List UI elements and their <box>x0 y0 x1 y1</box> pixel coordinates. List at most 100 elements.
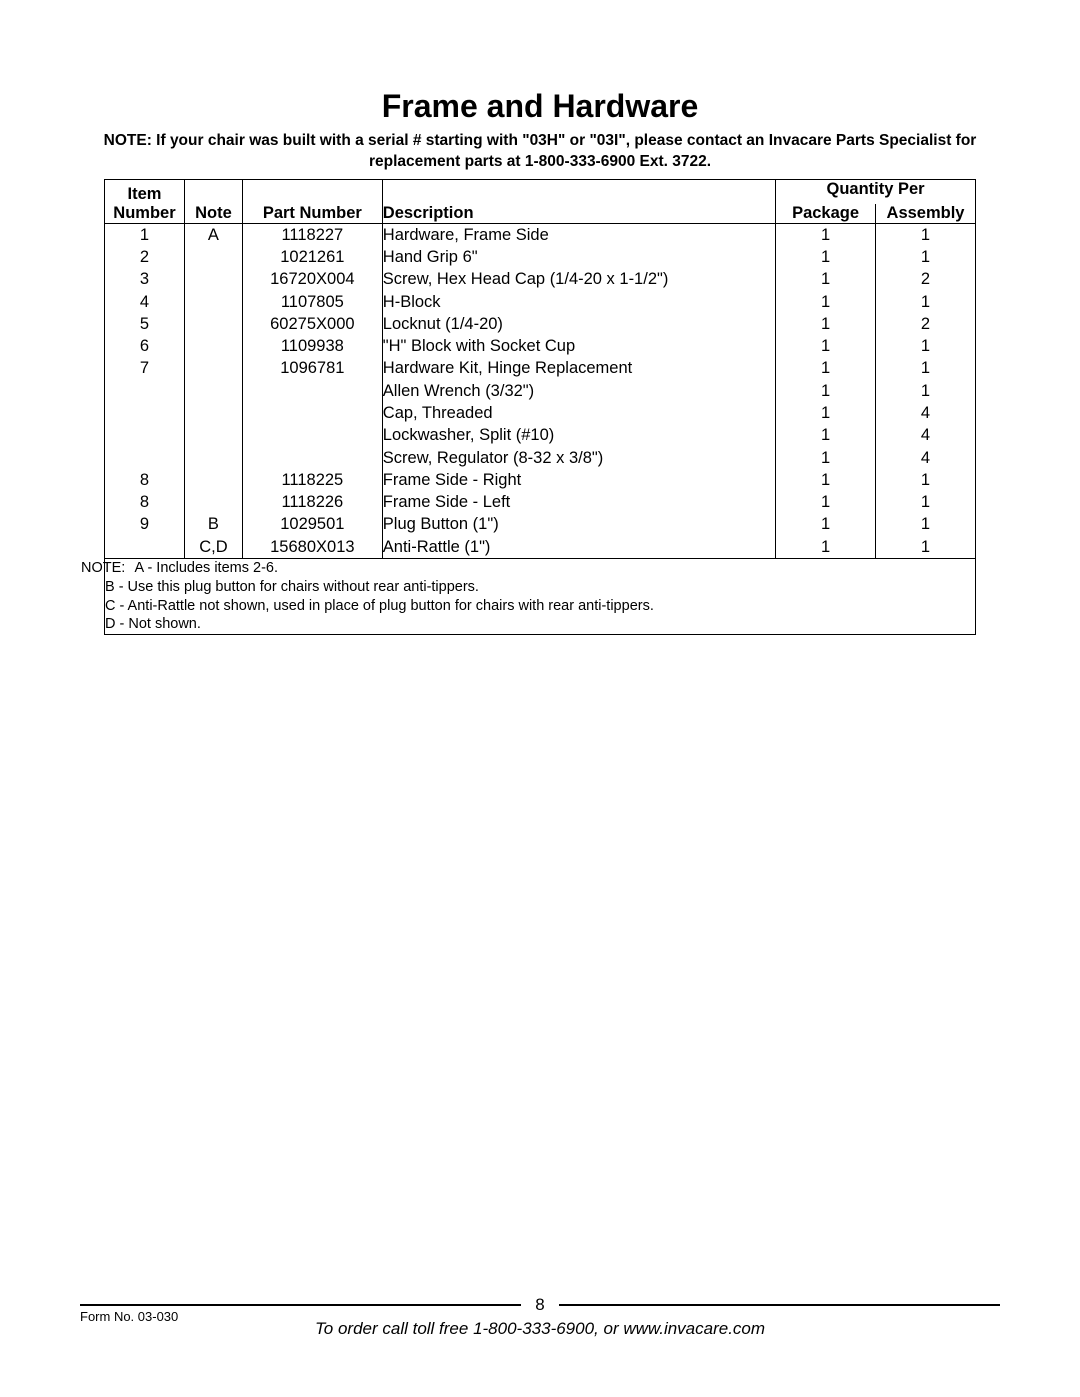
footer-rule-left <box>80 1304 521 1306</box>
footer-rule-right <box>559 1304 1000 1306</box>
cell-item: 9 <box>105 513 185 535</box>
cell-part: 1029501 <box>242 513 382 535</box>
cell-desc: Screw, Hex Head Cap (1/4-20 x 1-1/2") <box>382 268 775 290</box>
cell-pkg: 1 <box>776 447 876 469</box>
cell-part <box>242 380 382 402</box>
cell-pkg: 1 <box>776 223 876 246</box>
cell-desc: Screw, Regulator (8-32 x 3/8") <box>382 447 775 469</box>
cell-pkg: 1 <box>776 536 876 559</box>
cell-pkg: 1 <box>776 380 876 402</box>
cell-asm: 4 <box>876 402 976 424</box>
cell-item: 5 <box>105 313 185 335</box>
table-row: 1A1118227Hardware, Frame Side11 <box>105 223 976 246</box>
footer-text: To order call toll free 1-800-333-6900, … <box>80 1319 1000 1339</box>
cell-desc: H-Block <box>382 291 775 313</box>
cell-note: A <box>184 223 242 246</box>
cell-asm: 1 <box>876 380 976 402</box>
cell-note <box>184 268 242 290</box>
cell-asm: 4 <box>876 447 976 469</box>
cell-asm: 2 <box>876 268 976 290</box>
cell-pkg: 1 <box>776 424 876 446</box>
footnotes-label: NOTE: <box>81 559 125 578</box>
cell-desc: "H" Block with Socket Cup <box>382 335 775 357</box>
cell-item: 4 <box>105 291 185 313</box>
cell-asm: 1 <box>876 491 976 513</box>
header-package: Package <box>776 204 876 224</box>
cell-note <box>184 491 242 513</box>
header-item: Item <box>128 185 162 203</box>
cell-desc: Lockwasher, Split (#10) <box>382 424 775 446</box>
cell-asm: 1 <box>876 335 976 357</box>
cell-item: 1 <box>105 223 185 246</box>
form-number: Form No. 03-030 <box>80 1309 178 1324</box>
cell-note <box>184 402 242 424</box>
cell-note <box>184 469 242 491</box>
cell-item: 8 <box>105 491 185 513</box>
parts-table: Item Quantity Per Number Note Part Numbe… <box>104 179 976 635</box>
cell-item <box>105 536 185 559</box>
cell-desc: Locknut (1/4-20) <box>382 313 775 335</box>
cell-note <box>184 424 242 446</box>
table-row: Screw, Regulator (8-32 x 3/8")14 <box>105 447 976 469</box>
cell-part: 1021261 <box>242 246 382 268</box>
cell-desc: Frame Side - Right <box>382 469 775 491</box>
cell-note <box>184 357 242 379</box>
table-row: 5 60275X000Locknut (1/4-20)12 <box>105 313 976 335</box>
cell-note: B <box>184 513 242 535</box>
cell-asm: 1 <box>876 513 976 535</box>
cell-note <box>184 447 242 469</box>
table-row: 21021261Hand Grip 6"11 <box>105 246 976 268</box>
cell-asm: 4 <box>876 424 976 446</box>
cell-part: 1109938 <box>242 335 382 357</box>
cell-item: 3 <box>105 268 185 290</box>
cell-item: 8 <box>105 469 185 491</box>
cell-pkg: 1 <box>776 335 876 357</box>
cell-part: 1107805 <box>242 291 382 313</box>
cell-part: 1096781 <box>242 357 382 379</box>
top-note: NOTE: If your chair was built with a ser… <box>80 131 1000 173</box>
header-item-number: Number <box>105 204 185 224</box>
cell-desc: Frame Side - Left <box>382 491 775 513</box>
cell-asm: 2 <box>876 313 976 335</box>
cell-pkg: 1 <box>776 268 876 290</box>
table-row: 81118226Frame Side - Left11 <box>105 491 976 513</box>
cell-part <box>242 447 382 469</box>
cell-part <box>242 402 382 424</box>
cell-pkg: 1 <box>776 291 876 313</box>
cell-note <box>184 335 242 357</box>
cell-desc: Hardware Kit, Hinge Replacement <box>382 357 775 379</box>
table-row: Allen Wrench (3/32")11 <box>105 380 976 402</box>
cell-item: 2 <box>105 246 185 268</box>
cell-pkg: 1 <box>776 313 876 335</box>
cell-item: 7 <box>105 357 185 379</box>
cell-pkg: 1 <box>776 469 876 491</box>
cell-part: 15680X013 <box>242 536 382 559</box>
cell-asm: 1 <box>876 223 976 246</box>
cell-asm: 1 <box>876 357 976 379</box>
footnote-line: D - Not shown. <box>105 616 201 632</box>
cell-pkg: 1 <box>776 491 876 513</box>
cell-asm: 1 <box>876 291 976 313</box>
footnote-line: A - Includes items 2-6. <box>135 560 278 576</box>
cell-asm: 1 <box>876 469 976 491</box>
cell-asm: 1 <box>876 246 976 268</box>
cell-part: 60275X000 <box>242 313 382 335</box>
cell-part: 1118226 <box>242 491 382 513</box>
table-row: 3 16720X004Screw, Hex Head Cap (1/4-20 x … <box>105 268 976 290</box>
cell-note <box>184 380 242 402</box>
cell-part: 1118225 <box>242 469 382 491</box>
cell-part <box>242 424 382 446</box>
cell-item <box>105 402 185 424</box>
cell-desc: Plug Button (1") <box>382 513 775 535</box>
header-quantity-per: Quantity Per <box>776 179 976 204</box>
cell-item <box>105 380 185 402</box>
cell-desc: Hardware, Frame Side <box>382 223 775 246</box>
table-row: 41107805H-Block11 <box>105 291 976 313</box>
cell-part: 16720X004 <box>242 268 382 290</box>
cell-note <box>184 291 242 313</box>
footnote-line: B - Use this plug button for chairs with… <box>105 579 479 595</box>
cell-pkg: 1 <box>776 513 876 535</box>
cell-note <box>184 246 242 268</box>
header-part-number: Part Number <box>242 204 382 224</box>
cell-desc: Allen Wrench (3/32") <box>382 380 775 402</box>
